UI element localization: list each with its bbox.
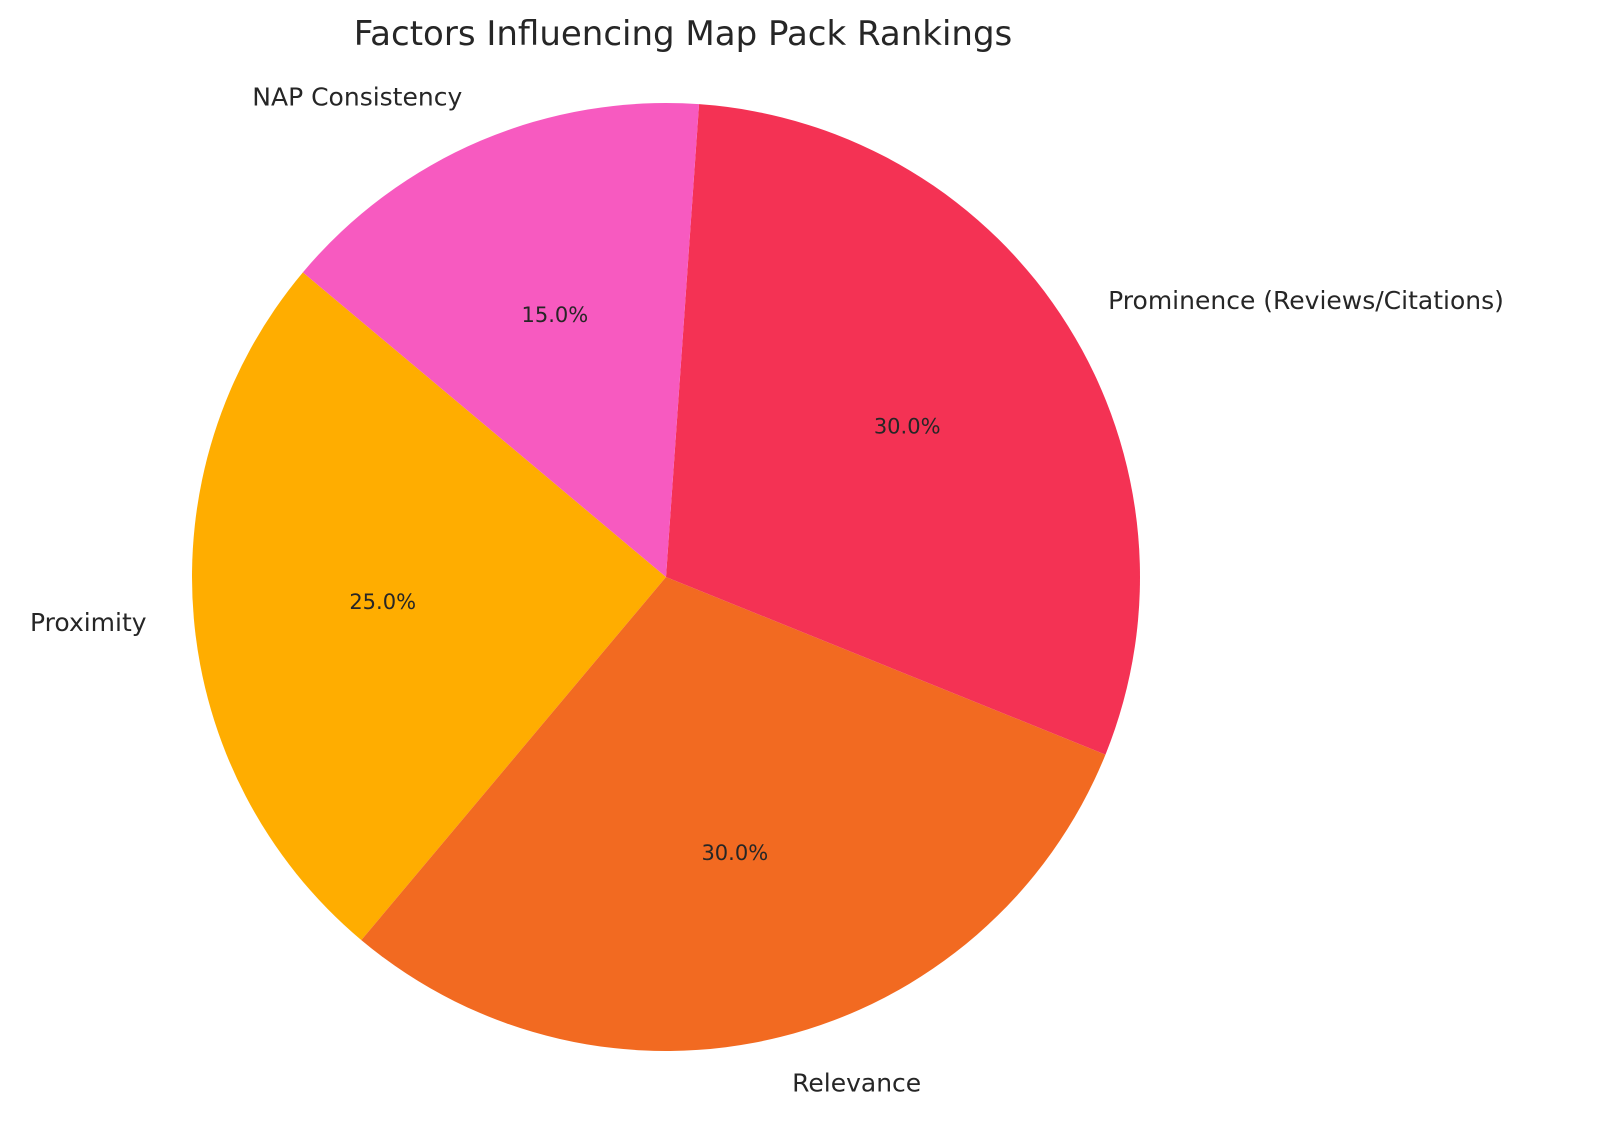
- slice-label-relevance: Relevance: [792, 1068, 921, 1097]
- chart-title: Factors Influencing Map Pack Rankings: [354, 14, 1012, 54]
- percent-label-proximity: 25.0%: [349, 590, 416, 614]
- slice-label-proximity: Proximity: [30, 608, 147, 637]
- pie-slice-prominence-reviews-citations: [666, 104, 1140, 755]
- slice-label-prominence-reviews-citations: Prominence (Reviews/Citations): [1108, 286, 1504, 315]
- percent-labels: 25.0% 30.0% 30.0% 15.0%: [349, 303, 940, 865]
- percent-label-relevance: 30.0%: [701, 841, 768, 865]
- pie-slice-relevance: [361, 577, 1106, 1051]
- pie-slices: [192, 102, 1140, 1051]
- pie-slice-nap-consistency: [302, 102, 700, 577]
- percent-label-nap-consistency: 15.0%: [522, 303, 589, 327]
- slice-labels: Proximity Relevance Prominence (Reviews/Ci…: [30, 83, 1504, 1098]
- slice-label-nap-consistency: NAP Consistency: [252, 83, 462, 112]
- percent-label-prominence-reviews-citations: 30.0%: [874, 414, 941, 438]
- pie-slice-proximity: [192, 272, 666, 941]
